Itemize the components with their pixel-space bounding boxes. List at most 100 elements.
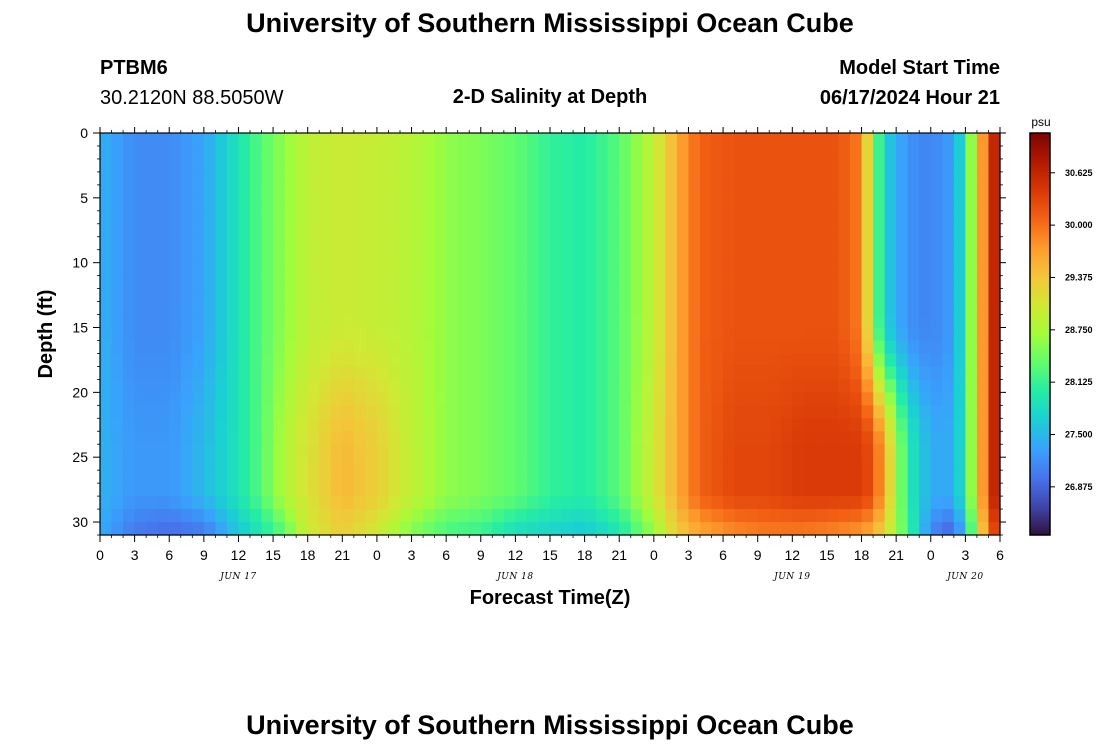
heatmap-cell xyxy=(953,327,966,342)
heatmap-cell xyxy=(296,379,309,393)
heatmap-cell xyxy=(919,158,932,173)
heatmap-cell xyxy=(492,522,505,536)
heatmap-cell xyxy=(884,327,897,342)
heatmap-cell xyxy=(930,145,943,160)
heatmap-cell xyxy=(273,470,286,484)
heatmap-cell xyxy=(884,249,897,264)
heatmap-cell xyxy=(100,288,113,303)
heatmap-cell xyxy=(123,353,136,368)
heatmap-cell xyxy=(111,509,124,523)
heatmap-cell xyxy=(769,431,782,445)
heatmap-cell xyxy=(965,392,978,406)
heatmap-cell xyxy=(976,184,990,199)
heatmap-cell xyxy=(757,496,770,510)
heatmap-cell xyxy=(838,249,851,264)
heatmap-cell xyxy=(503,288,516,303)
heatmap-cell xyxy=(388,509,401,523)
heatmap-cell xyxy=(861,288,874,303)
heatmap-cell xyxy=(469,197,482,212)
heatmap-cell xyxy=(550,340,563,355)
heatmap-cell xyxy=(550,470,563,484)
heatmap-cell xyxy=(723,327,736,342)
heatmap-cell xyxy=(861,483,874,497)
heatmap-cell xyxy=(573,431,586,445)
heatmap-cell xyxy=(342,145,355,160)
heatmap-cell xyxy=(423,327,436,342)
heatmap-cell xyxy=(284,249,297,264)
heatmap-cell xyxy=(676,470,690,484)
heatmap-cell xyxy=(815,236,828,251)
heatmap-cell xyxy=(157,496,170,510)
heatmap-cell xyxy=(238,158,251,173)
x-tick-label: 0 xyxy=(927,547,935,563)
heatmap-cell xyxy=(630,184,643,199)
heatmap-cell xyxy=(746,314,759,329)
heatmap-cell xyxy=(203,249,216,264)
heatmap-cell xyxy=(919,262,932,277)
heatmap-cell xyxy=(284,431,297,445)
heatmap-cell xyxy=(319,470,332,484)
heatmap-cell xyxy=(123,340,136,355)
heatmap-cell xyxy=(388,171,401,186)
heatmap-cell xyxy=(169,379,182,393)
heatmap-cell xyxy=(226,405,240,419)
heatmap-cell xyxy=(400,496,413,510)
heatmap-cell xyxy=(146,470,159,484)
heatmap-cell xyxy=(665,496,678,510)
heatmap-cell xyxy=(873,379,886,393)
heatmap-cell xyxy=(353,366,366,380)
heatmap-cell xyxy=(100,158,113,173)
heatmap-cell xyxy=(284,470,297,484)
heatmap-cell xyxy=(584,184,597,199)
heatmap-cell xyxy=(353,223,366,238)
heatmap-cell xyxy=(619,236,632,251)
heatmap-cell xyxy=(550,171,563,186)
heatmap-cell xyxy=(330,288,343,303)
heatmap-cell xyxy=(296,262,309,277)
heatmap-cell xyxy=(792,275,805,290)
heatmap-cell xyxy=(780,418,793,432)
heatmap-cell xyxy=(376,210,390,225)
heatmap-cell xyxy=(607,275,620,290)
heatmap-cell xyxy=(850,418,863,432)
heatmap-cell xyxy=(446,262,459,277)
heatmap-cell xyxy=(215,405,228,419)
heatmap-cell xyxy=(134,262,147,277)
heatmap-cell xyxy=(676,366,690,380)
heatmap-cell xyxy=(480,496,493,510)
heatmap-cell xyxy=(573,522,586,536)
heatmap-cell xyxy=(619,184,632,199)
heatmap-cell xyxy=(319,496,332,510)
heatmap-cell xyxy=(238,340,251,355)
heatmap-cell xyxy=(423,288,436,303)
heatmap-cell xyxy=(619,262,632,277)
heatmap-cell xyxy=(250,236,263,251)
heatmap-cell xyxy=(573,236,586,251)
heatmap-cell xyxy=(630,288,643,303)
heatmap-cell xyxy=(400,327,413,342)
heatmap-cell xyxy=(284,457,297,471)
heatmap-cell xyxy=(261,470,274,484)
heatmap-cell xyxy=(838,418,851,432)
heatmap-cell xyxy=(873,327,886,342)
heatmap-cell xyxy=(561,236,574,251)
heatmap-cell xyxy=(411,509,424,523)
heatmap-cell xyxy=(376,249,390,264)
heatmap-cell xyxy=(700,184,713,199)
heatmap-cell xyxy=(734,158,747,173)
heatmap-cell xyxy=(538,392,551,406)
heatmap-cell xyxy=(353,171,366,186)
heatmap-cell xyxy=(503,223,516,238)
x-date-label: JUN 19 xyxy=(772,572,810,582)
heatmap-cell xyxy=(134,223,147,238)
heatmap-cell xyxy=(780,133,793,147)
heatmap-cell xyxy=(573,145,586,160)
heatmap-cell xyxy=(757,327,770,342)
heatmap-cell xyxy=(734,249,747,264)
heatmap-cell xyxy=(157,133,170,147)
heatmap-cell xyxy=(307,133,320,147)
heatmap-cell xyxy=(884,522,897,536)
heatmap-cell xyxy=(215,288,228,303)
heatmap-cell xyxy=(873,340,886,355)
heatmap-cell xyxy=(169,392,182,406)
